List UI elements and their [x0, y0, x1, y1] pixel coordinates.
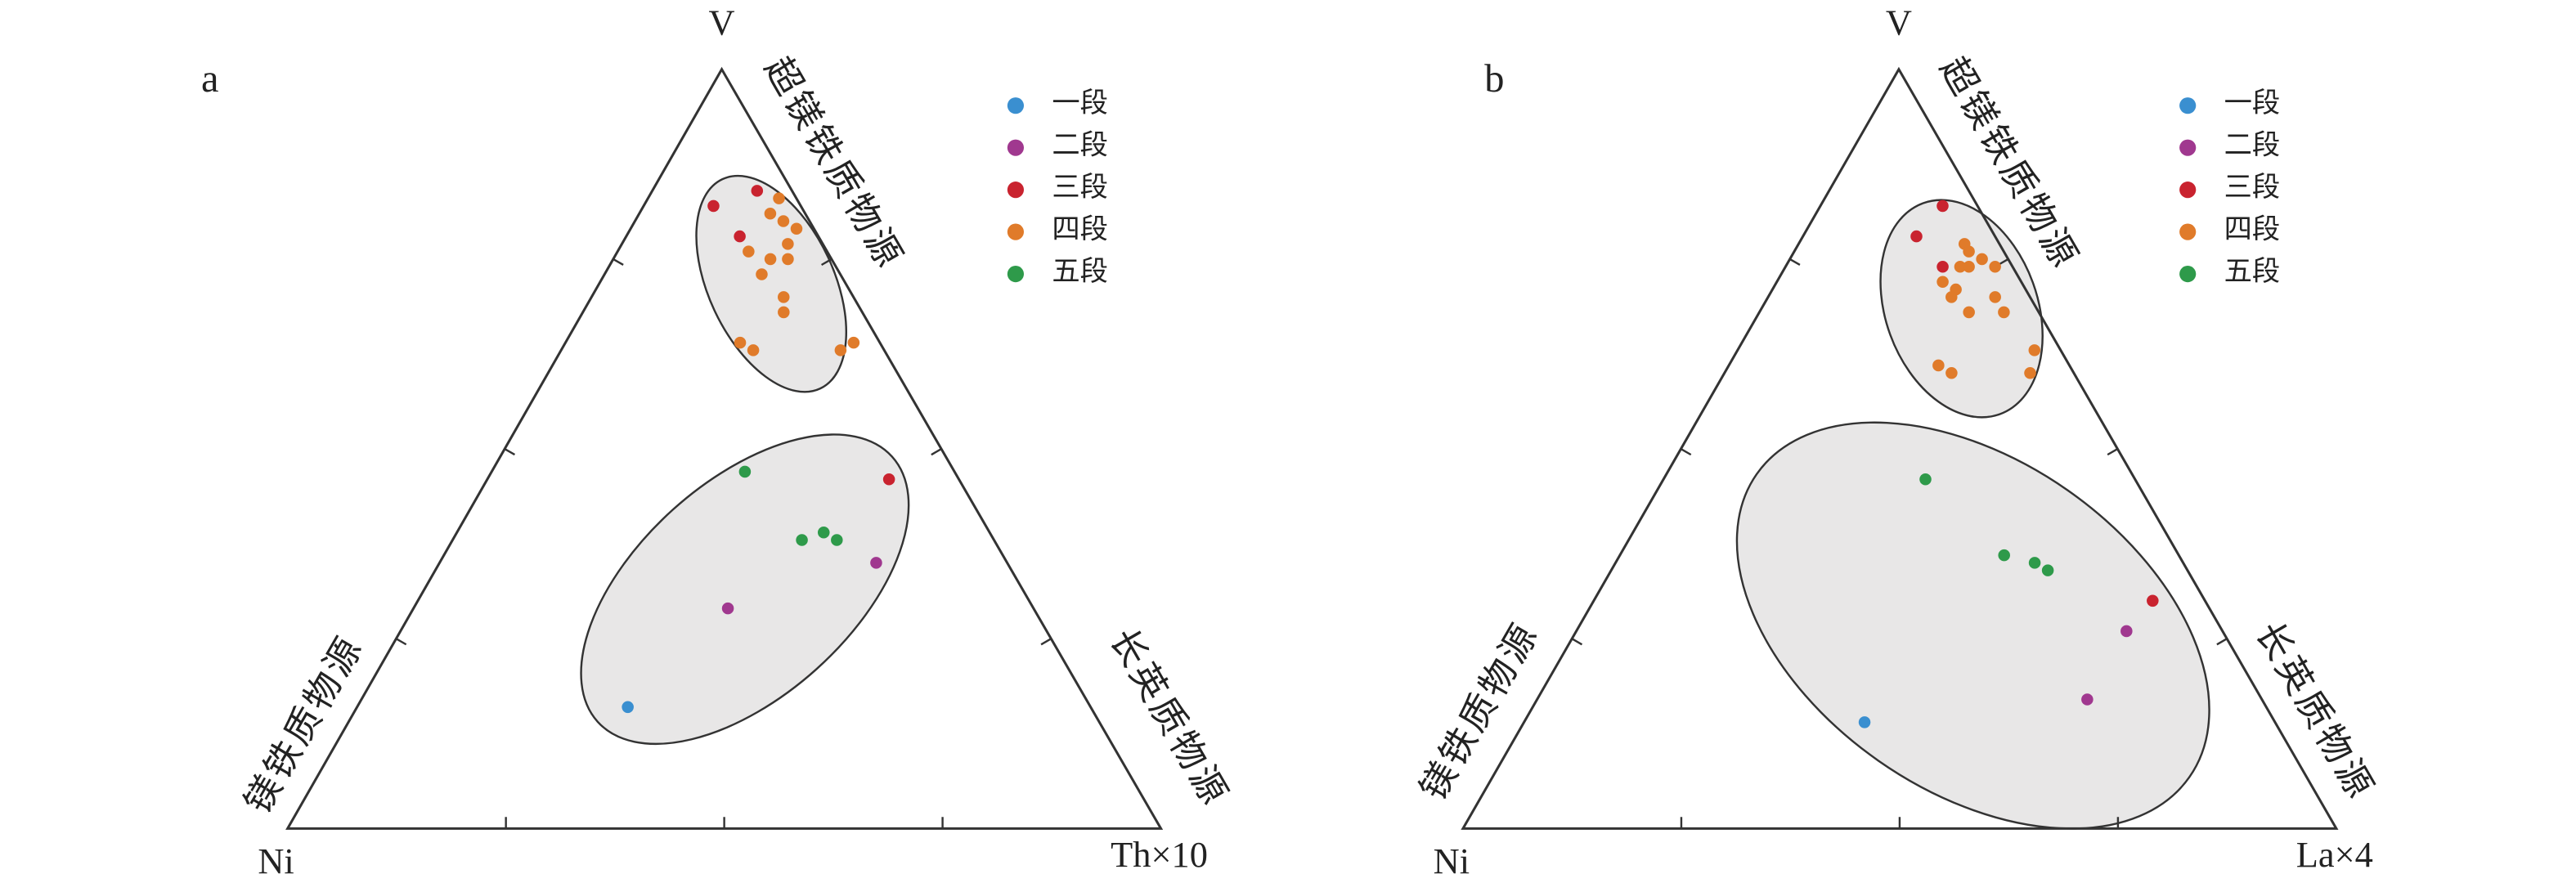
tick-mark: [931, 448, 942, 456]
region-ellipse: [1735, 421, 2210, 830]
data-point: [1919, 473, 1932, 486]
side-label: 镁铁质物源: [237, 628, 371, 820]
region-ellipse: [695, 174, 848, 393]
legend-label: 五段: [2224, 256, 2281, 287]
legend-marker: [2179, 97, 2197, 114]
legend-marker: [1007, 266, 1025, 283]
data-point: [751, 185, 764, 197]
vertex-label: La×4: [2296, 834, 2373, 875]
data-point: [1998, 549, 2010, 562]
legend-marker: [2179, 223, 2197, 240]
data-point: [1989, 291, 2001, 303]
region-ellipse: [580, 433, 910, 746]
data-point: [738, 465, 752, 478]
data-point: [2024, 366, 2036, 379]
data-point: [2028, 344, 2041, 356]
data-point: [1963, 260, 1975, 273]
legend-label: 二段: [1052, 130, 1108, 161]
data-point: [743, 245, 755, 258]
legend-marker: [1007, 182, 1025, 199]
side-label: 镁铁质物源: [1412, 615, 1546, 807]
data-point: [817, 526, 830, 539]
data-point: [756, 268, 768, 280]
data-point: [796, 534, 808, 546]
tick-mark: [2216, 638, 2228, 646]
data-point: [777, 215, 790, 227]
data-point: [1858, 716, 1871, 728]
tick-mark: [395, 638, 407, 646]
data-point: [1963, 306, 1975, 319]
data-point: [2120, 625, 2133, 638]
data-point: [782, 238, 794, 250]
data-point: [1932, 359, 1945, 372]
data-point: [831, 534, 843, 546]
data-point: [777, 291, 790, 303]
legend-marker: [1007, 97, 1025, 114]
tick-mark: [504, 448, 515, 456]
data-point: [1989, 260, 2001, 273]
legend-marker: [2179, 139, 2197, 156]
legend-label: 四段: [1052, 214, 1108, 245]
data-point: [847, 336, 860, 349]
data-point: [1936, 276, 1949, 289]
data-point: [747, 344, 760, 356]
region-ellipse: [1879, 199, 2044, 419]
tick-mark: [613, 258, 624, 266]
legend-label: 三段: [2224, 172, 2281, 203]
vertex-label: Ni: [1434, 840, 1470, 881]
legend-label: 二段: [2224, 130, 2281, 161]
data-point: [764, 207, 777, 220]
data-point: [1998, 306, 2010, 319]
tick-mark: [1789, 258, 1801, 267]
side-label: 长英质物源: [1102, 621, 1236, 814]
vertex-label: Ni: [258, 840, 294, 881]
data-point: [622, 701, 634, 714]
legend-label: 四段: [2224, 214, 2281, 245]
data-point: [1963, 245, 1975, 258]
vertex-label: V: [1886, 2, 1912, 43]
data-point: [1954, 260, 1967, 273]
data-point: [870, 557, 882, 569]
data-point: [834, 344, 847, 356]
data-point: [764, 253, 777, 266]
tick-mark: [1040, 638, 1052, 646]
data-point: [1945, 291, 1958, 303]
data-point: [2041, 564, 2054, 576]
data-point: [1936, 199, 1949, 213]
tick-mark: [1571, 638, 1583, 646]
data-point: [1936, 260, 1949, 273]
data-point: [734, 336, 747, 349]
vertex-label: Th×10: [1111, 834, 1208, 875]
tick-mark: [820, 258, 832, 267]
legend-marker: [1007, 139, 1025, 156]
legend-label: 三段: [1052, 172, 1108, 203]
legend-label: 一段: [1052, 87, 1108, 119]
data-point: [707, 199, 720, 213]
data-point: [2147, 594, 2159, 607]
data-point: [1910, 230, 1923, 243]
legend-label: 五段: [1052, 256, 1108, 287]
data-point: [2028, 557, 2041, 569]
panel-label: b: [1484, 57, 1504, 101]
data-point: [1976, 253, 1988, 266]
legend-marker: [2179, 182, 2197, 199]
legend-label: 一段: [2224, 87, 2281, 119]
legend-marker: [1007, 223, 1025, 240]
data-point: [2081, 693, 2094, 706]
data-point: [1945, 366, 1958, 379]
data-point: [782, 253, 794, 266]
data-point: [734, 230, 746, 243]
tick-mark: [2107, 448, 2118, 456]
vertex-label: V: [709, 2, 735, 43]
data-point: [790, 222, 803, 235]
data-point: [773, 192, 785, 204]
data-point: [778, 306, 790, 319]
tick-mark: [1680, 448, 1692, 456]
panel-label: a: [201, 57, 219, 101]
data-point: [721, 602, 734, 615]
legend-marker: [2179, 266, 2197, 283]
data-point: [882, 473, 895, 486]
